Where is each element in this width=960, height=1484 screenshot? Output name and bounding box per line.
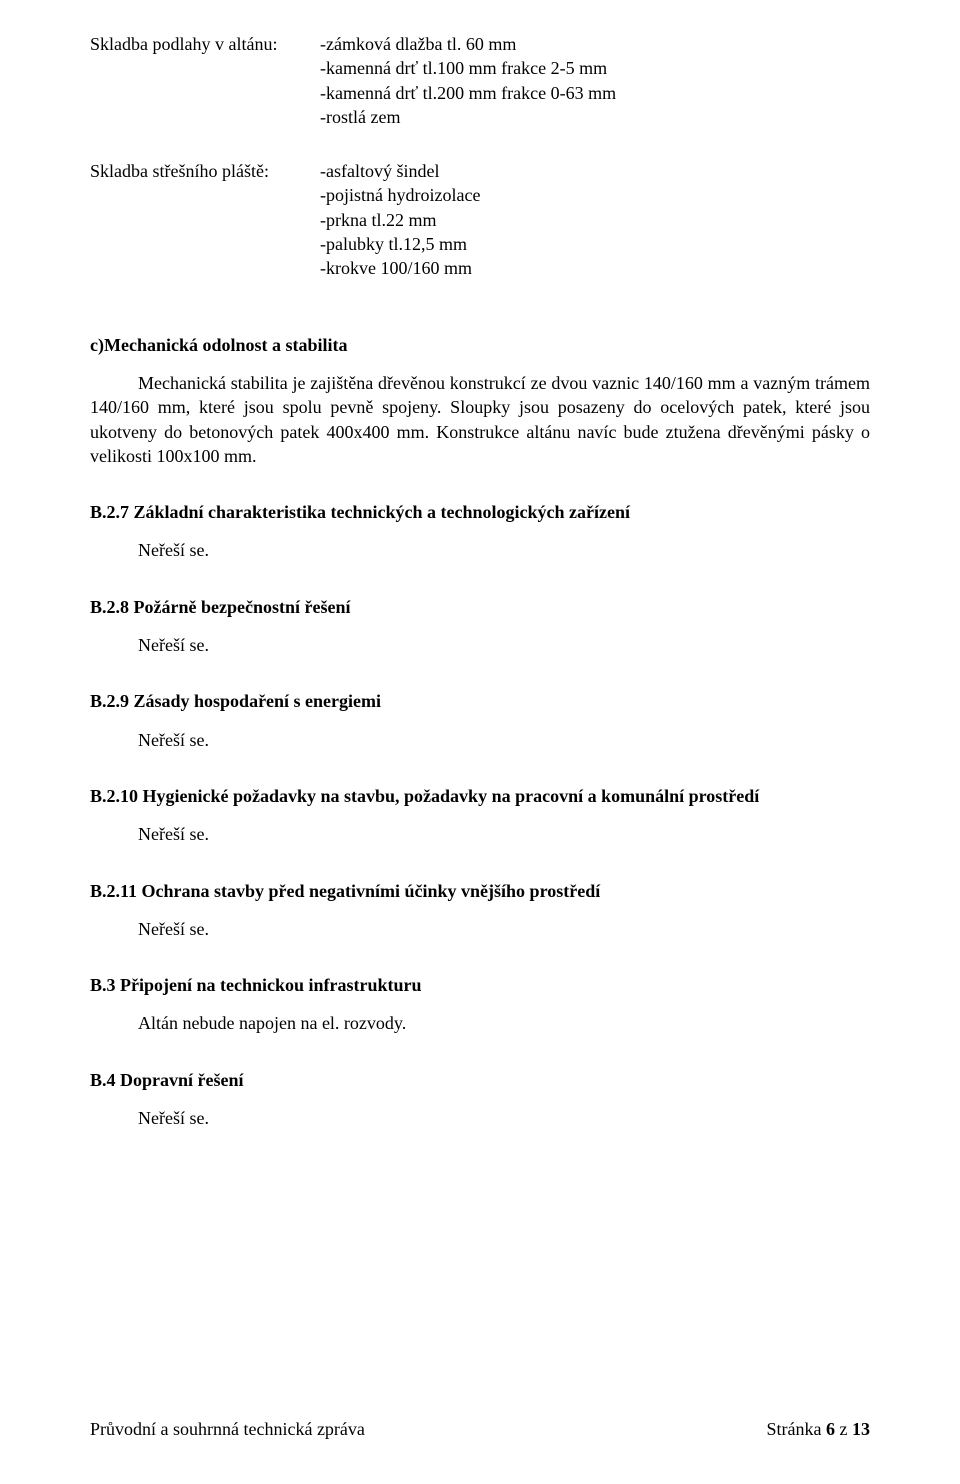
document-page: Skladba podlahy v altánu: -zámková dlažb… xyxy=(0,0,960,1130)
section-b210-body: Neřeší se. xyxy=(138,822,870,846)
roof-item: -krokve 100/160 mm xyxy=(320,256,870,280)
section-b28-heading: B.2.8 Požárně bezpečnostní řešení xyxy=(90,595,870,619)
roof-item: -asfaltový šindel xyxy=(320,159,870,183)
footer-right-mid: z xyxy=(835,1419,852,1439)
section-b28-body: Neřeší se. xyxy=(138,633,870,657)
section-b27-heading: B.2.7 Základní charakteristika technický… xyxy=(90,500,870,524)
spacer xyxy=(90,131,870,159)
floor-item: -rostlá zem xyxy=(320,105,870,129)
roof-item: -prkna tl.22 mm xyxy=(320,208,870,232)
footer-right-prefix: Stránka xyxy=(767,1419,826,1439)
footer-left: Průvodní a souhrnná technická zpráva xyxy=(90,1419,365,1440)
section-b4-body: Neřeší se. xyxy=(138,1106,870,1130)
roof-values: -asfaltový šindel -pojistná hydroizolace… xyxy=(320,159,870,280)
section-b211-body: Neřeší se. xyxy=(138,917,870,941)
floor-values: -zámková dlažba tl. 60 mm -kamenná drť t… xyxy=(320,32,870,129)
footer-page-current: 6 xyxy=(826,1419,835,1439)
section-b3-body: Altán nebude napojen na el. rozvody. xyxy=(138,1011,870,1035)
section-b210-heading: B.2.10 Hygienické požadavky na stavbu, p… xyxy=(90,784,870,808)
section-b211-heading: B.2.11 Ochrana stavby před negativními ú… xyxy=(90,879,870,903)
spacer xyxy=(90,283,870,323)
footer-page-total: 13 xyxy=(852,1419,870,1439)
page-footer: Průvodní a souhrnná technická zpráva Str… xyxy=(90,1419,870,1440)
roof-item: -pojistná hydroizolace xyxy=(320,183,870,207)
floor-item: -kamenná drť tl.100 mm frakce 2-5 mm xyxy=(320,56,870,80)
section-b27-body: Neřeší se. xyxy=(138,538,870,562)
roof-item: -palubky tl.12,5 mm xyxy=(320,232,870,256)
section-b3-heading: B.3 Připojení na technickou infrastruktu… xyxy=(90,973,870,997)
section-c-body: Mechanická stabilita je zajištěna dřevěn… xyxy=(90,371,870,468)
floor-label: Skladba podlahy v altánu: xyxy=(90,32,320,129)
section-b4-heading: B.4 Dopravní řešení xyxy=(90,1068,870,1092)
floor-composition-row: Skladba podlahy v altánu: -zámková dlažb… xyxy=(90,32,870,129)
roof-composition-row: Skladba střešního pláště: -asfaltový šin… xyxy=(90,159,870,280)
floor-item: -zámková dlažba tl. 60 mm xyxy=(320,32,870,56)
roof-label: Skladba střešního pláště: xyxy=(90,159,320,280)
section-c-heading: c)Mechanická odolnost a stabilita xyxy=(90,333,870,357)
footer-right: Stránka 6 z 13 xyxy=(767,1419,870,1440)
section-b29-heading: B.2.9 Zásady hospodaření s energiemi xyxy=(90,689,870,713)
section-b29-body: Neřeší se. xyxy=(138,728,870,752)
floor-item: -kamenná drť tl.200 mm frakce 0-63 mm xyxy=(320,81,870,105)
